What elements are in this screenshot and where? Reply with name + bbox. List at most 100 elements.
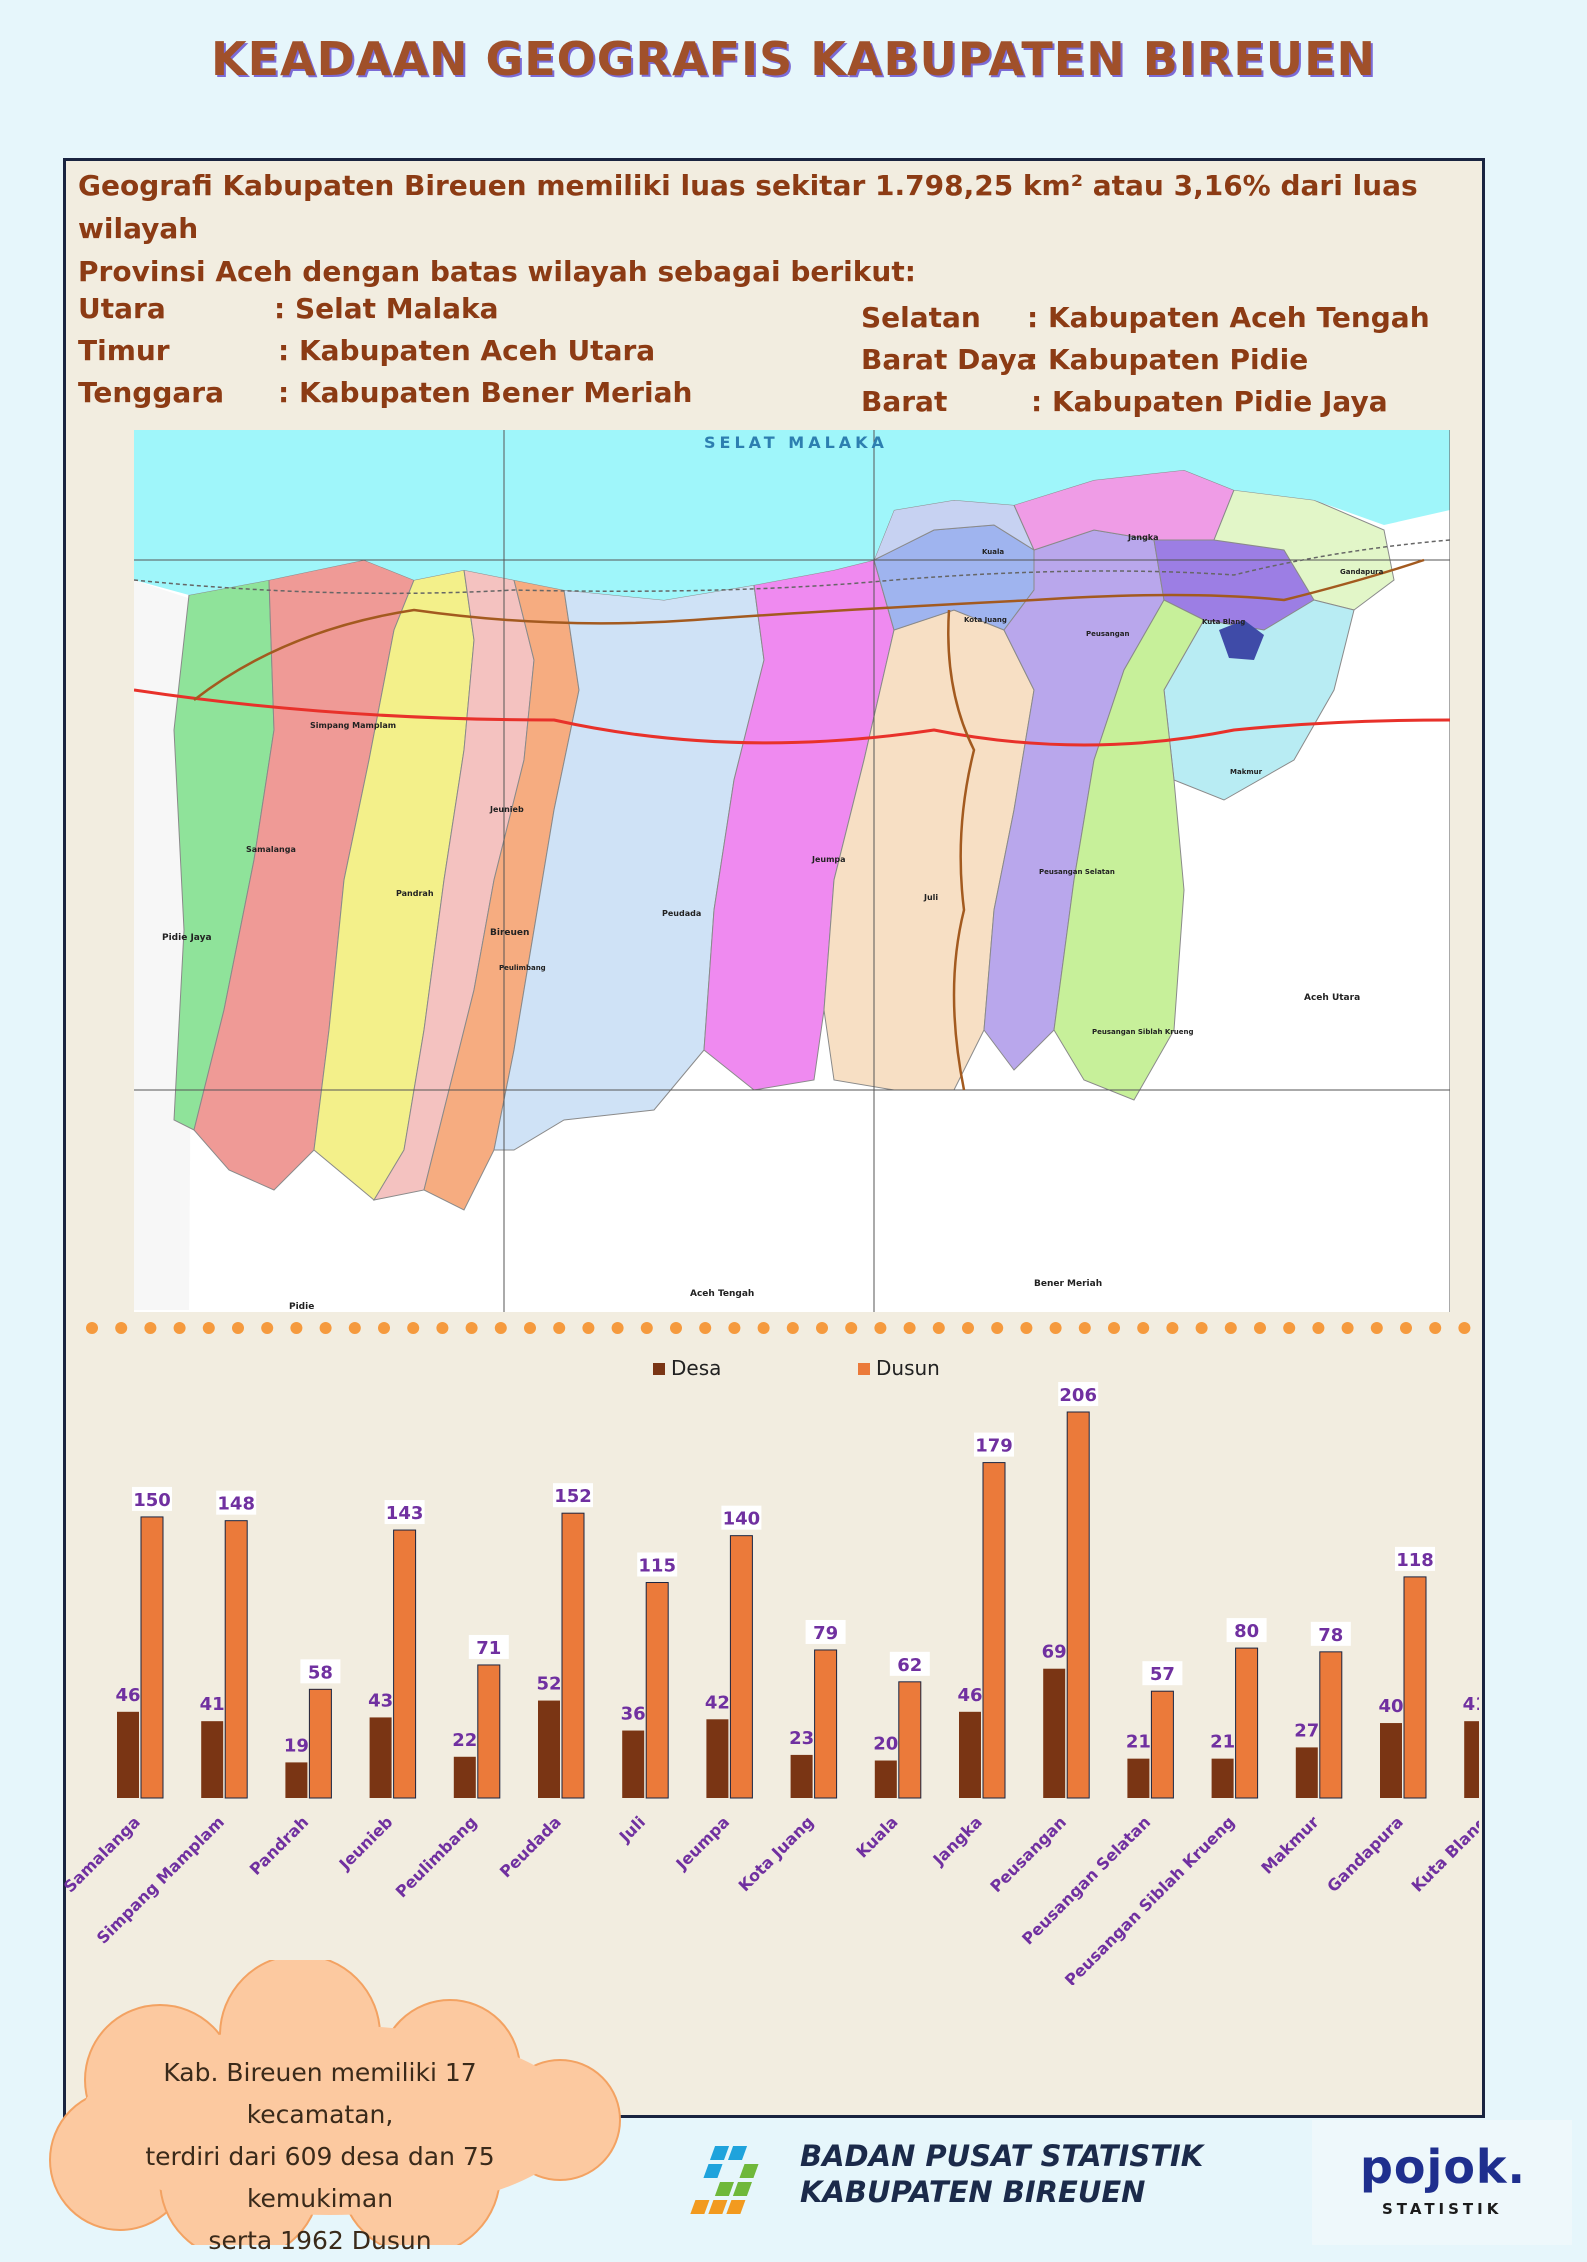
bar-desa — [1211, 1758, 1234, 1798]
category-label: Kuala — [852, 1812, 901, 1861]
data-label-dusun: 71 — [476, 1638, 501, 1659]
border-value: : Kabupaten Aceh Utara — [278, 334, 656, 367]
divider-dot — [932, 1322, 945, 1334]
border-key: Timur — [78, 334, 170, 367]
legend-label-dusun: Dusun — [876, 1356, 940, 1380]
bar-dusun — [982, 1462, 1006, 1799]
divider-dot — [86, 1322, 98, 1334]
data-label-desa: 41 — [1463, 1694, 1479, 1715]
divider-dot — [319, 1322, 332, 1334]
divider-dot — [1108, 1322, 1120, 1334]
map-road-juli — [947, 609, 976, 1091]
category-label: Pandrah — [246, 1812, 312, 1878]
divider-dot — [611, 1322, 624, 1334]
bar-dusun — [561, 1512, 585, 1799]
page-title: KEADAAN GEOGRAFIS KABUPATEN BIREUEN — [210, 32, 1377, 86]
divider-dot — [1137, 1322, 1150, 1334]
map-label-aceh-tengah: Aceh Tengah — [690, 1289, 754, 1299]
bar-desa — [706, 1719, 729, 1798]
bps-logo-icon — [690, 2146, 759, 2214]
bar-dusun — [393, 1529, 417, 1799]
data-label-dusun: 148 — [217, 1494, 255, 1515]
data-label-box — [384, 1500, 425, 1525]
divider-dot — [903, 1322, 916, 1334]
bar-desa — [1464, 1721, 1479, 1798]
border-key: Barat — [861, 385, 948, 418]
border-key: Utara — [78, 292, 166, 325]
map-label-makmur: Makmur — [1230, 768, 1263, 776]
divider-dot — [115, 1322, 128, 1334]
border-row: Selatan: Kabupaten Aceh Tengah — [861, 297, 1430, 339]
data-label-desa: 22 — [452, 1730, 477, 1751]
category-label: Jangka — [929, 1812, 986, 1869]
bar-dusun — [645, 1582, 669, 1799]
map-label-sea: SELAT MALAKA — [704, 433, 888, 452]
divider-dot — [261, 1322, 274, 1334]
pojok-brand-1: poj — [1360, 2140, 1444, 2194]
category-label: Peudada — [496, 1812, 565, 1881]
border-value: : Selat Malaka — [274, 292, 499, 325]
bar-dusun — [477, 1664, 501, 1799]
divider-dot — [699, 1322, 712, 1334]
bar-dusun — [1235, 1647, 1259, 1799]
map-label-juli: Juli — [923, 893, 938, 902]
data-label-desa: 46 — [957, 1685, 982, 1706]
divider-dot — [670, 1322, 682, 1334]
map-label-peusangan-siblah-krueng: Peusangan Siblah Krueng — [1092, 1028, 1194, 1036]
bar-dusun — [1403, 1576, 1427, 1799]
district-map: SELAT MALAKA Samalanga Simpang Mamplam P… — [134, 430, 1450, 1312]
bar-desa — [959, 1711, 981, 1798]
data-label-desa: 52 — [536, 1674, 561, 1695]
data-label-dusun: 62 — [897, 1655, 922, 1676]
data-label-box — [637, 1552, 678, 1577]
category-label: Kota Juang — [735, 1812, 818, 1895]
bar-desa — [117, 1711, 139, 1798]
category-label: Samalanga — [63, 1812, 144, 1896]
divider-dot — [232, 1322, 244, 1334]
divider-dot — [728, 1322, 741, 1334]
map-label-kota-juang: Kota Juang — [964, 616, 1007, 624]
data-label-desa: 23 — [789, 1728, 814, 1749]
data-label-desa: 42 — [705, 1692, 730, 1713]
divider-dot — [1078, 1322, 1091, 1334]
legend-label-desa: Desa — [671, 1356, 721, 1380]
divider-dot — [991, 1322, 1004, 1334]
legend-swatch-dusun — [858, 1363, 870, 1375]
map-label-pidie: Pidie — [289, 1302, 314, 1312]
divider-dot — [1458, 1322, 1471, 1334]
map-label-simpang-mamplam: Simpang Mamplam — [310, 721, 396, 730]
border-value: : Kabupaten Bener Meriah — [278, 376, 693, 409]
map-label-bener-meriah: Bener Meriah — [1034, 1279, 1102, 1289]
bar-dusun — [224, 1520, 248, 1799]
data-label-dusun: 57 — [1150, 1664, 1175, 1685]
map-label-peulimbang: Peulimbang — [499, 964, 546, 972]
bar-desa — [538, 1700, 560, 1798]
dotted-divider — [86, 1322, 1471, 1334]
border-row: Utara : Selat Malaka — [78, 288, 692, 330]
cloud-line-2: terdiri dari 609 desa dan 75 kemukiman — [145, 2142, 495, 2213]
bps-org-name: BADAN PUSAT STATISTIK KABUPATEN BIREUEN — [800, 2138, 1203, 2210]
category-label: Peusangan — [986, 1812, 1070, 1896]
border-row: Timur : Kabupaten Aceh Utara — [78, 330, 692, 372]
border-value: : Kabupaten Aceh Tengah — [1027, 301, 1430, 334]
intro-text: Geografi Kabupaten Bireuen memiliki luas… — [78, 164, 1498, 293]
data-label-dusun: 78 — [1318, 1625, 1343, 1646]
borders-left: Utara : Selat Malaka Timur : Kabupaten Ace… — [78, 288, 692, 414]
bar-dusun — [898, 1681, 922, 1799]
data-label-box — [216, 1490, 257, 1515]
map-label-kuala: Kuala — [982, 548, 1004, 556]
data-label-dusun: 179 — [975, 1436, 1013, 1457]
divider-dot — [202, 1322, 215, 1334]
data-label-box — [974, 1432, 1014, 1457]
data-label-desa: 40 — [1378, 1696, 1403, 1717]
map-label-pidie-jaya: Pidie Jaya — [162, 933, 212, 943]
data-label-box — [1395, 1546, 1435, 1571]
border-value: : Kabupaten Pidie Jaya — [1031, 385, 1388, 418]
divider-dot — [494, 1322, 507, 1334]
map-label-kuta-blang: Kuta Blang — [1202, 618, 1245, 626]
bar-dusun — [814, 1649, 838, 1799]
bar-dusun — [308, 1688, 332, 1799]
data-label-box — [300, 1659, 341, 1684]
